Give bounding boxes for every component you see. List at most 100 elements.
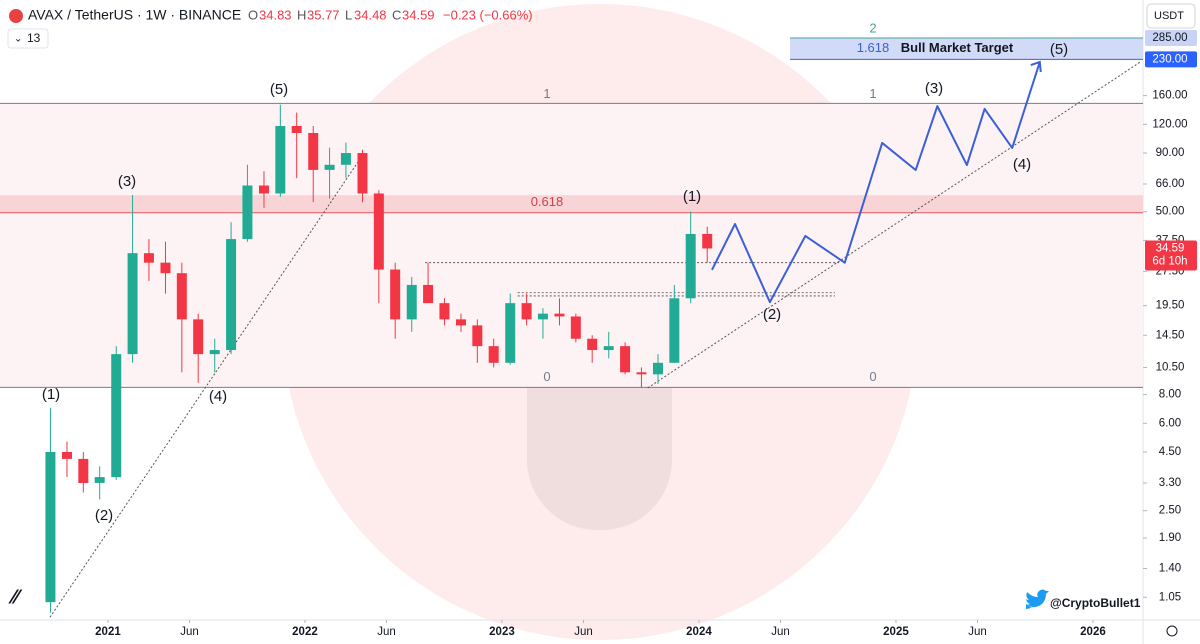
- candle-body: [340, 153, 351, 165]
- candle-body: [127, 253, 138, 355]
- fib-label: 2: [869, 20, 876, 35]
- candle-body: [537, 313, 548, 320]
- y-tick-label: 160.00: [1152, 90, 1187, 102]
- candle-body: [143, 253, 154, 263]
- candle-body: [45, 452, 56, 603]
- x-tick-label: 2024: [686, 626, 712, 638]
- y-tick-label: 66.00: [1156, 178, 1185, 190]
- symbol: AVAX / TetherUS · 1W · BINANCE: [28, 7, 241, 23]
- candle-body: [308, 132, 319, 170]
- y-tick-label: 50.00: [1156, 206, 1185, 218]
- settings-button[interactable]: [1166, 625, 1178, 637]
- candle-body: [324, 164, 335, 170]
- tv-logo: ⁄⁄: [8, 586, 23, 608]
- indicators-toggle[interactable]: [7, 28, 49, 49]
- o-label: O: [248, 7, 258, 22]
- wave-label: (4): [209, 388, 227, 405]
- x-tick-label: Jun: [180, 626, 199, 638]
- price-tag: [1145, 51, 1197, 68]
- candle-body: [390, 269, 401, 320]
- projection-arrow: [1030, 60, 1042, 73]
- last-price: 34.59: [1156, 242, 1185, 254]
- fib-zone: [0, 103, 1143, 388]
- trendline: [647, 61, 1141, 389]
- candle-body: [226, 239, 237, 351]
- y-tick-label: 8.00: [1159, 389, 1181, 401]
- candle-body: [636, 372, 647, 375]
- candle-body: [455, 319, 466, 326]
- candle-body: [78, 458, 89, 483]
- candle-body: [439, 303, 450, 320]
- candle-body: [242, 185, 253, 240]
- countdown: 6d 10h: [1152, 255, 1187, 267]
- candle-body: [291, 125, 302, 133]
- y-tick-label: 90.00: [1156, 147, 1185, 159]
- y-tick-label: 6.00: [1159, 417, 1181, 429]
- x-tick-label: Jun: [771, 626, 790, 638]
- candle-body: [94, 477, 105, 483]
- projection-path: [711, 61, 1041, 304]
- candle-body: [669, 298, 680, 363]
- target-label: Bull Market Target: [901, 40, 1014, 55]
- y-tick-label: 1.90: [1159, 532, 1181, 544]
- price-tag-label: 285.00: [1152, 32, 1187, 44]
- candle-body: [472, 325, 483, 347]
- target-zone: [790, 37, 1143, 60]
- wave-label: (3): [925, 80, 943, 97]
- wave-label: (5): [270, 81, 288, 98]
- symbol-logo: [9, 9, 23, 23]
- legend: AVAX / TetherUS · 1W · BINANCE O 34.83 H…: [7, 3, 1196, 49]
- candle-body: [488, 346, 499, 363]
- c-label: C: [392, 7, 401, 22]
- fib-label: 1: [543, 86, 550, 101]
- fib-label: 0.618: [531, 194, 564, 209]
- resistance-zone: [0, 195, 1143, 213]
- y-tick-label: 19.50: [1156, 300, 1185, 312]
- twitter-icon: [1026, 589, 1049, 609]
- candle-body: [620, 346, 631, 373]
- candle-body: [209, 350, 220, 355]
- open: 34.83: [259, 7, 292, 22]
- chevron: ⌄: [14, 34, 22, 45]
- wave-label: (2): [95, 507, 113, 524]
- price-tag: [1145, 29, 1197, 46]
- x-tick-label: 2023: [489, 626, 515, 638]
- y-tick-label: 3.30: [1159, 477, 1181, 489]
- candle-body: [406, 284, 417, 320]
- l-label: L: [345, 7, 352, 22]
- wave-label: (2): [763, 306, 781, 323]
- watermark-handle: @CryptoBullet1: [1050, 596, 1141, 610]
- currency-select[interactable]: [1146, 3, 1196, 29]
- candle-body: [111, 354, 122, 478]
- y-tick-label: 14.50: [1156, 329, 1185, 341]
- candle-body: [160, 262, 171, 274]
- wave-label: (4): [1013, 156, 1031, 173]
- candle-body: [603, 346, 614, 351]
- y-tick-label: 4.50: [1159, 446, 1181, 458]
- candle-body: [357, 153, 368, 194]
- y-tick-label: 10.50: [1156, 361, 1185, 373]
- indicator-count: 13: [27, 31, 41, 45]
- candle-body: [61, 452, 72, 459]
- y-tick-label: 2.50: [1159, 505, 1181, 517]
- change: −0.23 (−0.66%): [443, 7, 533, 22]
- wave-label: (3): [118, 173, 136, 190]
- candle-body: [423, 284, 434, 304]
- h-label: H: [297, 7, 306, 22]
- x-tick-label: 2026: [1080, 626, 1106, 638]
- candle-body: [373, 193, 384, 270]
- wave-label: (5): [1050, 41, 1068, 58]
- candle-body: [258, 185, 269, 194]
- x-tick-label: Jun: [574, 626, 593, 638]
- y-tick-label: 1.05: [1159, 591, 1181, 603]
- x-tick-label: Jun: [377, 626, 396, 638]
- currency: USDT: [1154, 10, 1184, 22]
- fib-label: 0: [869, 369, 876, 384]
- candle-body: [702, 233, 713, 249]
- candle-body: [587, 338, 598, 351]
- x-tick-label: 2022: [292, 626, 318, 638]
- candle-body: [505, 303, 516, 363]
- low: 34.48: [354, 7, 387, 22]
- candle-body: [176, 273, 187, 320]
